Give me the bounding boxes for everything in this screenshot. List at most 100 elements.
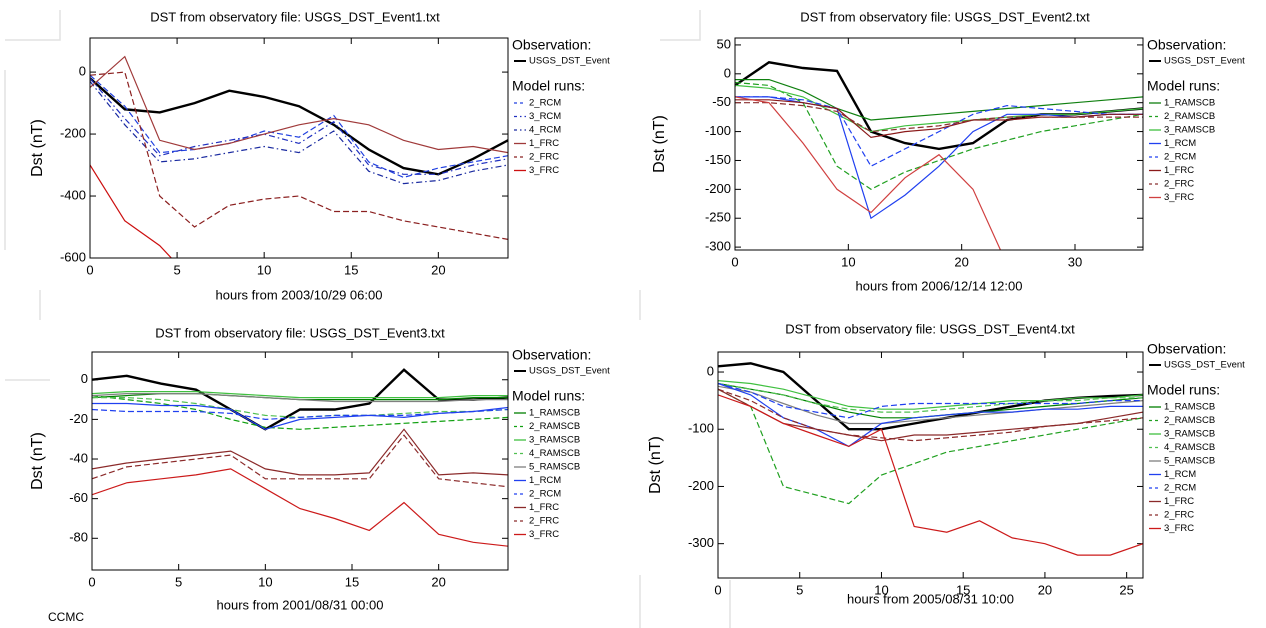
legend-label: 2_RCM <box>529 98 561 109</box>
decorative-frames <box>4 10 731 628</box>
legend-heading: Model runs: <box>512 388 585 404</box>
series-line <box>92 428 508 476</box>
legend-heading: Observation: <box>1147 37 1226 53</box>
legend-label: 5_RAMSCB <box>1164 456 1215 467</box>
legend-label: 2_RCM <box>1164 152 1196 163</box>
x-tick-label: 5 <box>173 262 180 277</box>
x-tick-label: 15 <box>345 574 359 589</box>
legend-label: 5_RAMSCB <box>529 462 580 473</box>
y-axis-label: Dst (nT) <box>29 432 46 490</box>
legend-label: USGS_DST_Event <box>1164 360 1245 371</box>
series-line <box>92 434 508 488</box>
x-axis-label: hours from 2003/10/29 06:00 <box>216 287 383 302</box>
series-line <box>92 391 508 399</box>
legend-label: 2_RAMSCB <box>529 421 580 432</box>
legend-label: 2_RCM <box>529 489 561 500</box>
legend: Observation: USGS_DST_Event Model runs: 1_R… <box>1147 341 1245 534</box>
series-line <box>92 402 508 430</box>
x-tick-label: 0 <box>86 262 93 277</box>
x-tick-label: 20 <box>431 262 445 277</box>
series-line <box>90 164 173 258</box>
y-tick-label: -250 <box>705 210 731 225</box>
x-tick-label: 10 <box>257 262 271 277</box>
y-tick-label: -150 <box>705 152 731 167</box>
y-axis-label: Dst (nT) <box>29 119 46 177</box>
x-tick-label: 0 <box>731 254 738 269</box>
x-tick-label: 10 <box>258 574 272 589</box>
series-line <box>90 81 508 185</box>
y-tick-label: -50 <box>712 94 731 109</box>
plot-frame <box>91 351 509 571</box>
y-tick-label: -100 <box>688 421 714 436</box>
x-tick-label: 25 <box>1119 582 1133 597</box>
chart: DST from observatory file: USGS_DST_Even… <box>651 9 1245 293</box>
series-line <box>718 382 1143 419</box>
legend-label: 1_RCM <box>1164 469 1196 480</box>
x-tick-label: 20 <box>1038 582 1052 597</box>
legend-label: 1_RCM <box>529 475 561 486</box>
legend-heading: Observation: <box>512 347 591 363</box>
legend-label: 4_RAMSCB <box>529 448 580 459</box>
series-line <box>90 77 508 176</box>
y-tick-label: -100 <box>705 123 731 138</box>
legend-heading: Observation: <box>1147 341 1226 357</box>
legend-heading: Model runs: <box>1147 78 1220 94</box>
legend-label: 3_FRC <box>1164 192 1194 203</box>
chart-title: DST from observatory file: USGS_DST_Even… <box>150 9 440 24</box>
x-tick-label: 15 <box>344 262 358 277</box>
footer: CCMC <box>48 610 84 624</box>
y-axis-label: Dst (nT) <box>647 436 664 494</box>
legend-label: 3_RCM <box>529 111 561 122</box>
legend-label: 3_FRC <box>529 165 559 176</box>
legend-label: USGS_DST_Event <box>529 366 610 377</box>
x-axis-label: hours from 2001/08/31 00:00 <box>217 597 384 612</box>
legend-label: USGS_DST_Event <box>529 56 610 67</box>
x-tick-label: 20 <box>954 254 968 269</box>
legend-heading: Model runs: <box>1147 382 1220 398</box>
legend: Observation: USGS_DST_Event Model runs: 1_R… <box>1147 37 1245 203</box>
chart-title: DST from observatory file: USGS_DST_Even… <box>155 325 445 340</box>
y-tick-label: -200 <box>688 478 714 493</box>
series-line <box>92 468 508 547</box>
legend-label: 2_FRC <box>529 152 559 163</box>
legend: Observation: USGS_DST_Event Model runs: 1_R… <box>512 347 610 540</box>
legend-heading: Observation: <box>512 37 591 53</box>
series-line <box>90 71 508 240</box>
legend-heading: Model runs: <box>512 78 585 94</box>
legend-label: 3_FRC <box>529 529 559 540</box>
chart: DST from observatory file: USGS_DST_Even… <box>29 9 610 302</box>
series-line <box>92 393 508 401</box>
legend-label: 2_FRC <box>529 516 559 527</box>
x-tick-label: 5 <box>175 574 182 589</box>
x-tick-label: 10 <box>841 254 855 269</box>
x-tick-label: 10 <box>874 582 888 597</box>
series-line <box>718 388 1143 442</box>
legend-label: 1_FRC <box>529 138 559 149</box>
series-line <box>718 388 1143 505</box>
series-line <box>718 380 1143 410</box>
series-line <box>735 84 1143 133</box>
series-line <box>718 394 1143 556</box>
series-line <box>92 408 508 421</box>
chart: DST from observatory file: USGS_DST_Even… <box>647 321 1245 606</box>
y-tick-label: -20 <box>69 411 88 426</box>
x-tick-label: 20 <box>431 574 445 589</box>
legend-label: 3_RAMSCB <box>1164 125 1215 136</box>
series-line <box>718 382 1143 413</box>
series-line <box>735 96 1143 220</box>
series-line <box>90 77 508 175</box>
legend-label: 1_RAMSCB <box>1164 98 1215 109</box>
legend-label: 1_RAMSCB <box>529 408 580 419</box>
legend-label: USGS_DST_Event <box>1164 56 1245 67</box>
y-tick-label: -300 <box>688 535 714 550</box>
y-tick-label: 0 <box>79 64 86 79</box>
series-line <box>735 102 1143 133</box>
chart: DST from observatory file: USGS_DST_Even… <box>29 325 610 612</box>
x-tick-label: 5 <box>796 582 803 597</box>
x-axis-label: hours from 2005/08/31 10:00 <box>847 591 1014 606</box>
x-tick-label: 0 <box>714 582 721 597</box>
y-tick-label: -80 <box>69 530 88 545</box>
series-line <box>90 55 508 154</box>
plot-frame <box>734 37 1144 251</box>
